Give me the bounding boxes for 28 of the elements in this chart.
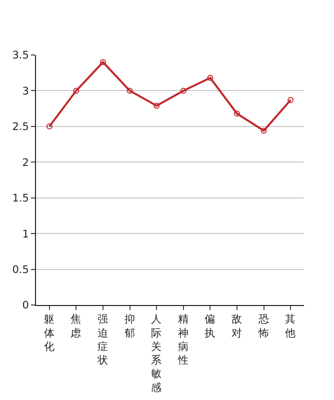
point	[207, 74, 214, 81]
x-tick-label: 躯体化	[44, 314, 55, 353]
point	[73, 88, 80, 94]
x-tick-label: 其他	[285, 312, 296, 340]
point	[100, 59, 106, 66]
x-tick-label: 敌对	[232, 314, 242, 340]
point	[260, 128, 267, 134]
x-tick-label: 精神病性	[176, 314, 189, 367]
y-tick-label: 2.5	[12, 121, 29, 134]
y-tick-label: 3	[22, 85, 29, 98]
y-tick-label: 1	[22, 228, 29, 240]
y-tick-label: 2	[22, 156, 29, 169]
y-tick-label: 3.5	[12, 50, 29, 62]
y-tick-label: 0.5	[12, 264, 29, 276]
y-tick-label: 1.5	[12, 192, 29, 205]
point	[288, 97, 294, 103]
y-tick-label: 0	[22, 300, 29, 312]
x-tick-label: 人际关系敏感	[151, 314, 162, 394]
point	[180, 88, 186, 94]
x-tick-label: 焦虑	[70, 314, 82, 340]
x-tick-label: 抑郁	[124, 314, 136, 340]
point	[126, 88, 133, 94]
x-tick-label: 强迫症状	[96, 314, 108, 367]
point	[154, 102, 160, 109]
x-tick-label: 偏执	[204, 314, 216, 340]
x-tick-label: 恐怖	[257, 314, 270, 340]
point	[46, 123, 52, 130]
point	[234, 110, 240, 117]
